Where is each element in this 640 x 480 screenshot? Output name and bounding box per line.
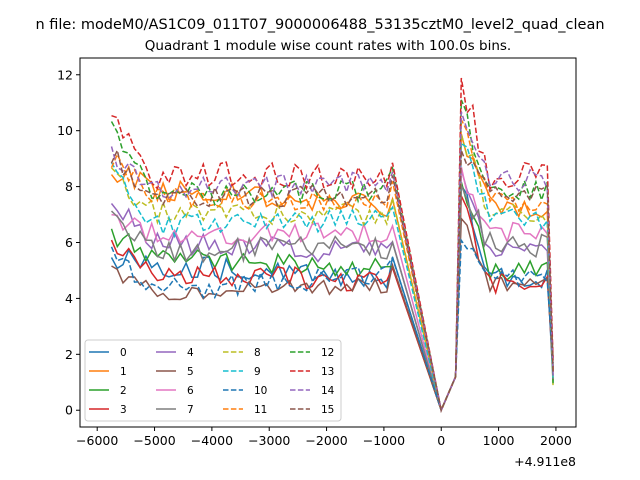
legend-label-9: 9 bbox=[254, 366, 261, 378]
x-tick-label: −6000 bbox=[76, 433, 118, 448]
x-axis: −6000 −5000 −4000 −3000 −2000 −1000 0 1000 2000 bbox=[76, 427, 572, 448]
series-line-15 bbox=[110, 148, 554, 413]
x-tick-label: −5000 bbox=[133, 433, 175, 448]
y-tick-label: 2 bbox=[65, 347, 73, 362]
chart-title: Quadrant 1 module wise count rates with … bbox=[145, 38, 511, 54]
x-tick-label: 2000 bbox=[540, 433, 572, 448]
y-tick-label: 10 bbox=[57, 123, 73, 138]
legend-label-5: 5 bbox=[187, 366, 194, 378]
legend-box bbox=[84, 339, 342, 422]
legend-label-15: 15 bbox=[321, 404, 334, 416]
y-tick-label: 12 bbox=[57, 67, 73, 82]
series-line-5 bbox=[111, 216, 554, 413]
series-line-3 bbox=[110, 195, 554, 413]
figure-suptitle: n file: modeM0/AS1C09_011T07_9000006488_… bbox=[35, 17, 604, 33]
series-line-9 bbox=[110, 142, 554, 413]
series-line-7 bbox=[110, 185, 554, 413]
legend-label-11: 11 bbox=[254, 404, 267, 416]
series-line-10 bbox=[110, 238, 554, 413]
x-tick-label: −1000 bbox=[363, 433, 405, 448]
x-tick-label: −3000 bbox=[248, 433, 290, 448]
y-tick-label: 0 bbox=[65, 403, 73, 418]
legend-label-12: 12 bbox=[321, 347, 334, 359]
x-tick-label: 0 bbox=[437, 433, 445, 448]
legend-label-13: 13 bbox=[321, 366, 334, 378]
legend-label-6: 6 bbox=[187, 385, 194, 397]
series-line-11 bbox=[110, 119, 554, 413]
legend-label-1: 1 bbox=[120, 366, 127, 378]
y-tick-label: 8 bbox=[65, 179, 73, 194]
legend-label-3: 3 bbox=[120, 404, 127, 416]
x-tick-label: 1000 bbox=[483, 433, 515, 448]
x-tick-label: −2000 bbox=[305, 433, 347, 448]
y-tick-label: 4 bbox=[65, 291, 73, 306]
legend-label-2: 2 bbox=[120, 385, 127, 397]
legend-label-10: 10 bbox=[254, 385, 267, 397]
x-tick-label: −4000 bbox=[191, 433, 233, 448]
legend-label-4: 4 bbox=[187, 347, 194, 359]
x-axis-offset-label: +4.911e8 bbox=[514, 454, 576, 469]
legend-label-0: 0 bbox=[120, 347, 127, 359]
series-line-2 bbox=[110, 181, 554, 413]
series-line-13 bbox=[111, 77, 554, 413]
y-tick-label: 6 bbox=[65, 235, 73, 250]
series-line-6 bbox=[111, 166, 554, 413]
legend-label-8: 8 bbox=[254, 347, 261, 359]
legend-label-7: 7 bbox=[187, 404, 194, 416]
series-layer bbox=[110, 77, 554, 413]
series-line-14 bbox=[110, 111, 554, 413]
series-line-4 bbox=[110, 169, 554, 413]
y-axis: 0 2 4 6 8 10 12 bbox=[57, 67, 80, 418]
legend-label-14: 14 bbox=[321, 385, 335, 397]
